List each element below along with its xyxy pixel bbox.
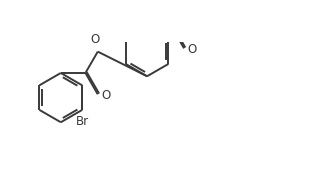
Text: Br: Br [76,115,89,128]
Text: O: O [101,89,111,102]
Text: O: O [188,43,197,56]
Text: O: O [91,33,100,46]
